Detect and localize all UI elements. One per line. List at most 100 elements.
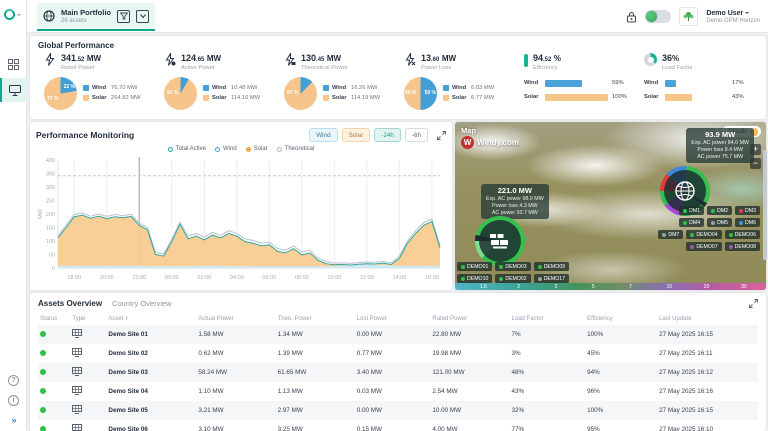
map-site-chip[interactable]: DEMO09 <box>533 262 570 271</box>
zoom-in-button[interactable]: + <box>750 144 761 155</box>
efficiency-cell: 45% <box>587 350 600 357</box>
svg-text:14:00: 14:00 <box>392 275 406 281</box>
energy-mix-pie: 87 % <box>284 76 317 110</box>
filter-button[interactable] <box>117 9 130 23</box>
col-efficiency[interactable]: Efficiency <box>587 316 613 322</box>
legend-theoretical[interactable]: Theoretical <box>276 146 314 152</box>
lost-power-cell: 3.40 MW <box>356 369 382 376</box>
kpi-row: 341.52 MW Rated Power 22 % 77 % Wind 76.7… <box>38 53 758 110</box>
theo-power-cell: 61.65 MW <box>277 369 307 376</box>
actual-power-cell: 58.24 MW <box>198 369 228 376</box>
map-site-chip[interactable]: DEMO04 <box>686 230 722 239</box>
col-load-factor[interactable]: Load Factor <box>511 316 544 322</box>
col-actual-power[interactable]: Actual Power <box>198 316 234 322</box>
table-row[interactable]: Demo Site 04 1.10 MW 1.13 MW 0.03 MW 2.54 MW… <box>38 382 758 401</box>
svg-text:02:00: 02:00 <box>197 275 211 281</box>
expand-icon[interactable] <box>437 130 446 140</box>
map-site-chip[interactable]: DM4 <box>679 218 705 227</box>
asset-name[interactable]: Demo Site 04 <box>108 388 148 395</box>
globe-icon <box>43 10 55 22</box>
avatar[interactable] <box>679 7 699 26</box>
help-icon[interactable]: ? <box>8 375 19 386</box>
efficiency-cell: 96% <box>587 388 600 395</box>
portfolio-selector[interactable]: Main Portfolio 26 assets <box>37 3 155 31</box>
col-theo-power[interactable]: Theo. Power <box>277 316 312 322</box>
table-row[interactable]: Demo Site 02 0.62 MW 1.39 MW 0.77 MW 19.98 M… <box>38 344 758 363</box>
kpi-theoretical-power: 130.45 MW Theoretical Power 87 % Wind 16.… <box>278 53 398 110</box>
expand-icon[interactable] <box>749 299 758 308</box>
sun-icon <box>750 127 758 136</box>
sidebar-item-monitoring[interactable] <box>0 78 27 102</box>
map-site-chips-right: DM1 DM2 DM3 DM4 DM5 DM6 DM7 DEMO04 DEMO06 DEMO07 D… <box>658 206 760 251</box>
wind-filter-button[interactable]: Wind <box>309 128 338 142</box>
windy-logo-icon: W <box>461 136 474 149</box>
globe-icon <box>675 181 695 201</box>
map-site-chip[interactable]: DM7 <box>658 230 684 239</box>
sidebar-item-dashboard[interactable] <box>0 52 27 76</box>
map-site-chip[interactable]: DEMO06 <box>724 230 760 239</box>
theme-toggle[interactable] <box>645 10 672 23</box>
page-scrollbar-thumb[interactable] <box>763 150 767 260</box>
map-site-chip[interactable]: DEMO17 <box>533 274 570 283</box>
map-site-chip[interactable]: DEMO01 <box>457 262 493 271</box>
col-asset[interactable]: Asset ↑ <box>108 316 129 322</box>
svg-text:200: 200 <box>46 212 55 218</box>
legend-total-active[interactable]: Total Active <box>167 146 206 152</box>
map-site-chip[interactable]: DM5 <box>707 218 733 227</box>
portfolio-dropdown-button[interactable] <box>136 9 149 23</box>
map-site-chip[interactable]: DEMO03 <box>495 262 531 271</box>
map-site-chip[interactable]: DEMO02 <box>495 274 531 283</box>
status-dot <box>40 406 46 413</box>
map-site-chip[interactable]: DM6 <box>735 218 760 227</box>
efficiency-cell: 94% <box>587 369 600 376</box>
map-chip-row: DEMO01 DEMO03 DEMO09 <box>457 262 570 271</box>
asset-name[interactable]: Demo Site 03 <box>108 369 148 376</box>
asset-name[interactable]: Demo Site 05 <box>108 407 148 414</box>
map-panel[interactable]: Map W Windy.com Clouds + − 93.9 MW Exp. … <box>455 122 766 290</box>
status-dot <box>40 368 46 375</box>
map-site-chip[interactable]: DEMO08 <box>724 242 760 251</box>
map-site-chip[interactable]: DM1 <box>679 206 705 215</box>
col-type[interactable]: Type <box>72 316 86 322</box>
range-6h-button[interactable]: -6h <box>404 128 428 142</box>
energy-mix-pie: 91 % <box>164 76 197 110</box>
svg-text:06:00: 06:00 <box>262 275 276 281</box>
solar-filter-button[interactable]: Solar <box>341 128 371 142</box>
col-status[interactable]: Status <box>40 316 58 322</box>
map-marker-solar-site[interactable] <box>475 216 525 266</box>
asset-name[interactable]: Demo Site 01 <box>108 331 148 338</box>
col-rated-power[interactable]: Rated Power <box>432 316 468 322</box>
info-icon[interactable]: i <box>8 395 19 406</box>
map-site-chip[interactable]: DM3 <box>735 206 760 215</box>
table-row[interactable]: Demo Site 03 58.24 MW 61.65 MW 3.40 MW 121.0… <box>38 363 758 382</box>
table-row[interactable]: Demo Site 01 1.58 MW 1.34 MW 0.00 MW 22.80 M… <box>38 325 758 344</box>
app-logo[interactable] <box>4 7 23 21</box>
status-dot <box>683 220 688 225</box>
avatar-tree-icon <box>683 11 694 21</box>
user-menu[interactable]: Demo User Demo GPM Horizon <box>706 10 760 24</box>
range-24h-button[interactable]: -24h <box>374 128 401 142</box>
sidebar-expand-icon[interactable]: » <box>11 415 16 425</box>
col-lost-power[interactable]: Lost Power <box>356 316 387 322</box>
actual-power-cell: 1.10 MW <box>198 388 224 395</box>
table-row[interactable]: Demo Site 06 3.10 MW 3.25 MW 0.15 MW 4.00 MW… <box>38 420 758 431</box>
map-site-chip[interactable]: DEMO07 <box>686 242 722 251</box>
asset-name[interactable]: Demo Site 02 <box>108 350 148 357</box>
legend-solar[interactable]: Solar <box>245 146 268 152</box>
table-row[interactable]: Demo Site 05 3.21 MW 2.97 MW 0.00 MW 10.00 M… <box>38 401 758 420</box>
legend-wind[interactable]: Wind <box>214 146 237 152</box>
lost-power-cell: 0.03 MW <box>356 388 382 395</box>
col-last-update[interactable]: Last Update <box>659 316 692 322</box>
solar-panel-icon <box>72 367 83 376</box>
tab-country-overview[interactable]: Country Overview <box>112 299 172 308</box>
tab-assets-overview[interactable]: Assets Overview <box>38 299 103 308</box>
asset-name[interactable]: Demo Site 06 <box>108 426 148 431</box>
lost-power-cell: 0.00 MW <box>356 331 382 338</box>
solar-legend-swatch <box>443 95 449 101</box>
lock-icon[interactable] <box>626 11 637 23</box>
map-site-chip[interactable]: DEMO10 <box>457 274 493 283</box>
windy-attribution[interactable]: W Windy.com <box>461 136 519 149</box>
load-factor-cell: 48% <box>511 369 525 376</box>
map-site-chip[interactable]: DM2 <box>707 206 733 215</box>
zoom-out-button[interactable]: − <box>750 158 761 169</box>
